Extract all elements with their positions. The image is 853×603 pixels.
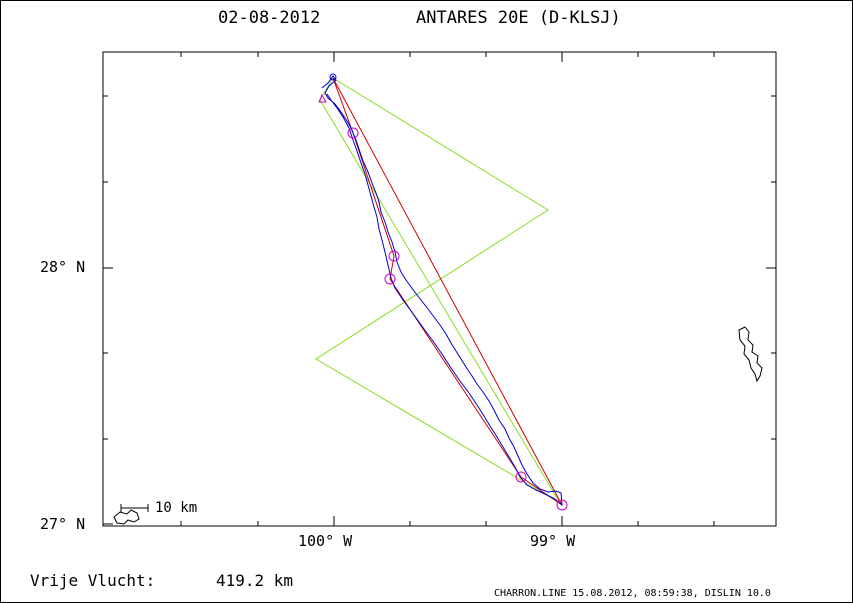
lon-label-99: 99° W bbox=[530, 532, 576, 550]
lon-label-100: 100° W bbox=[298, 532, 353, 550]
turnpoint-markers bbox=[318, 93, 568, 511]
coastline-fragment bbox=[113, 509, 140, 525]
optimized-route bbox=[332, 77, 563, 506]
lat-label-28: 28° N bbox=[40, 258, 86, 276]
task-route bbox=[315, 77, 561, 504]
plot-border bbox=[102, 51, 777, 527]
start-marker bbox=[318, 93, 327, 103]
glider-title: ANTARES 20E (D-KLSJ) bbox=[416, 8, 621, 28]
flight-date: 02-08-2012 bbox=[218, 8, 321, 28]
gps-track bbox=[321, 75, 563, 507]
axis-ticks bbox=[103, 52, 776, 526]
free-flight-label: Vrije Vlucht: bbox=[30, 571, 156, 590]
free-flight-distance: 419.2 km bbox=[216, 571, 294, 590]
scale-bar-label: 10 km bbox=[155, 500, 198, 516]
coastline-outline bbox=[738, 326, 763, 383]
launch-point bbox=[329, 73, 337, 81]
scale-bar bbox=[120, 504, 149, 512]
lat-label-27: 27° N bbox=[40, 515, 86, 533]
footer-credit: CHARRON.LINE 15.08.2012, 08:59:38, DISLI… bbox=[494, 588, 771, 599]
